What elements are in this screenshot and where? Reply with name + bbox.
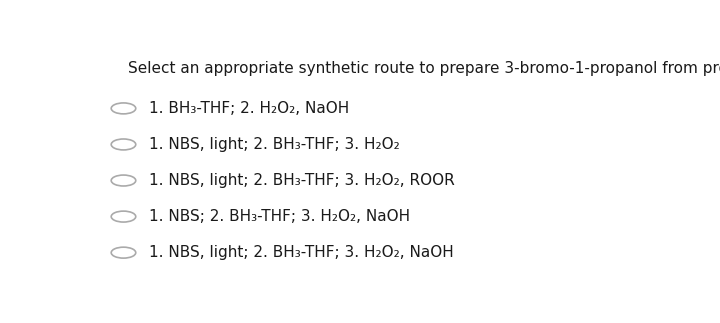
- Text: 1. NBS, light; 2. BH₃-THF; 3. H₂O₂, ROOR: 1. NBS, light; 2. BH₃-THF; 3. H₂O₂, ROOR: [148, 173, 454, 188]
- Text: 1. BH₃-THF; 2. H₂O₂, NaOH: 1. BH₃-THF; 2. H₂O₂, NaOH: [148, 101, 349, 116]
- Text: 1. NBS, light; 2. BH₃-THF; 3. H₂O₂, NaOH: 1. NBS, light; 2. BH₃-THF; 3. H₂O₂, NaOH: [148, 245, 454, 260]
- Text: Select an appropriate synthetic route to prepare 3-bromo-1-propanol from propene: Select an appropriate synthetic route to…: [128, 61, 720, 76]
- Text: 1. NBS; 2. BH₃-THF; 3. H₂O₂, NaOH: 1. NBS; 2. BH₃-THF; 3. H₂O₂, NaOH: [148, 209, 410, 224]
- Text: 1. NBS, light; 2. BH₃-THF; 3. H₂O₂: 1. NBS, light; 2. BH₃-THF; 3. H₂O₂: [148, 137, 400, 152]
